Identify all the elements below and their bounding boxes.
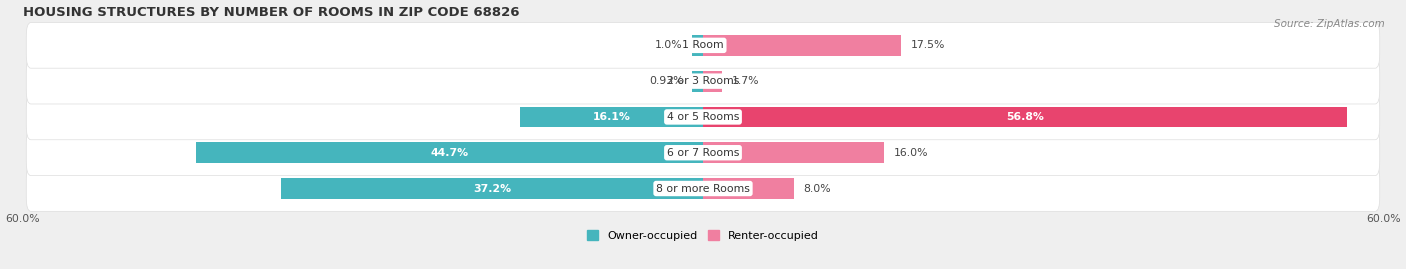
Bar	[703, 107, 1347, 127]
Bar	[692, 35, 703, 56]
Text: HOUSING STRUCTURES BY NUMBER OF ROOMS IN ZIP CODE 68826: HOUSING STRUCTURES BY NUMBER OF ROOMS IN…	[22, 6, 519, 19]
Bar	[703, 71, 723, 91]
Text: 8.0%: 8.0%	[803, 183, 831, 193]
Text: 37.2%: 37.2%	[472, 183, 512, 193]
Text: 8 or more Rooms: 8 or more Rooms	[657, 183, 749, 193]
Bar	[693, 71, 703, 91]
Bar	[197, 142, 703, 163]
FancyBboxPatch shape	[27, 130, 1379, 176]
Bar	[703, 178, 793, 199]
Bar	[520, 107, 703, 127]
Text: 1.0%: 1.0%	[655, 40, 682, 50]
Text: 6 or 7 Rooms: 6 or 7 Rooms	[666, 148, 740, 158]
Bar	[703, 142, 884, 163]
Text: 4 or 5 Rooms: 4 or 5 Rooms	[666, 112, 740, 122]
Text: 44.7%: 44.7%	[430, 148, 468, 158]
FancyBboxPatch shape	[27, 23, 1379, 68]
Text: 1.7%: 1.7%	[731, 76, 759, 86]
Bar	[281, 178, 703, 199]
Legend: Owner-occupied, Renter-occupied: Owner-occupied, Renter-occupied	[582, 226, 824, 245]
Text: 2 or 3 Rooms: 2 or 3 Rooms	[666, 76, 740, 86]
Text: 0.93%: 0.93%	[650, 76, 683, 86]
FancyBboxPatch shape	[27, 94, 1379, 140]
Text: 17.5%: 17.5%	[911, 40, 945, 50]
Text: 16.1%: 16.1%	[593, 112, 631, 122]
Bar	[703, 35, 901, 56]
FancyBboxPatch shape	[27, 166, 1379, 211]
Text: Source: ZipAtlas.com: Source: ZipAtlas.com	[1274, 19, 1385, 29]
Text: 1 Room: 1 Room	[682, 40, 724, 50]
FancyBboxPatch shape	[27, 58, 1379, 104]
Text: 16.0%: 16.0%	[893, 148, 928, 158]
Text: 56.8%: 56.8%	[1005, 112, 1043, 122]
